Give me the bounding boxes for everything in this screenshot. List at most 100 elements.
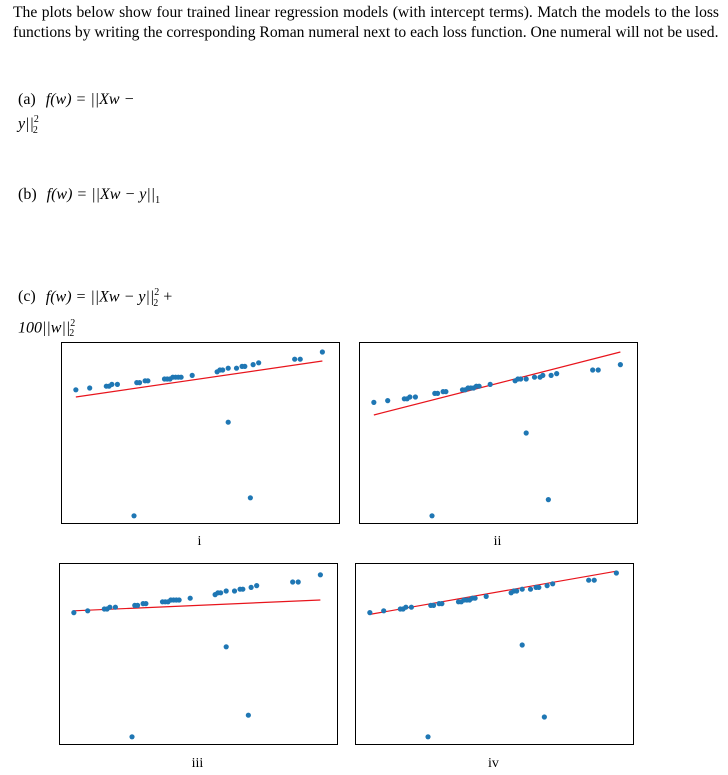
question-label: (b) — [18, 186, 37, 203]
loss-formula: f(w) = ||Xw − y|| — [46, 186, 156, 203]
data-point — [536, 584, 542, 590]
data-point — [317, 572, 323, 578]
data-point — [178, 374, 184, 380]
data-point — [220, 367, 226, 373]
data-point — [233, 365, 240, 371]
plot-ii — [359, 342, 638, 524]
data-point — [248, 584, 254, 590]
regression-line — [373, 351, 621, 416]
data-point — [295, 579, 301, 585]
data-point — [540, 372, 546, 378]
plot-iv-svg — [367, 570, 619, 740]
data-point — [225, 419, 231, 425]
data-point — [176, 597, 182, 603]
data-point — [476, 383, 482, 389]
data-point — [131, 513, 137, 519]
data-point — [439, 601, 445, 607]
data-point — [87, 385, 93, 391]
data-point — [297, 356, 303, 362]
data-point — [85, 608, 91, 614]
data-point — [523, 376, 529, 382]
data-point — [548, 372, 554, 378]
question-c: (c) f(w) = ||Xw − y||22 + 100||w||22 — [18, 287, 174, 340]
data-point — [434, 390, 441, 396]
question-a: (a) f(w) = ||Xw − y||22 — [18, 91, 135, 136]
data-point — [425, 734, 431, 740]
question-label: (a) — [18, 91, 36, 108]
plot-i-label: i — [197, 534, 202, 549]
regularizer-term: + 100||w|| — [18, 288, 174, 336]
data-point — [145, 378, 151, 384]
data-point — [514, 588, 520, 594]
plot-ii-label: ii — [493, 534, 502, 549]
data-point — [527, 586, 534, 592]
loss-formula: f(w) = ||Xw − y|| — [18, 91, 135, 133]
regression-line — [75, 360, 323, 398]
data-point — [189, 372, 195, 378]
plot-ii-svg — [371, 351, 623, 519]
plot-i — [61, 342, 340, 524]
data-point — [187, 595, 193, 601]
data-point — [134, 602, 141, 608]
data-point — [290, 579, 296, 585]
data-point — [223, 588, 229, 594]
data-point — [412, 394, 418, 400]
data-point — [403, 604, 409, 610]
data-point — [430, 602, 437, 608]
plot-iii-label: iii — [191, 756, 204, 771]
problem-statement: The plots below show four trained linear… — [13, 4, 719, 41]
data-point — [367, 610, 373, 616]
data-point — [143, 601, 149, 607]
data-point — [114, 381, 120, 387]
plot-iv — [355, 563, 634, 745]
data-point — [129, 734, 135, 740]
data-point — [519, 586, 525, 592]
data-point — [531, 374, 538, 380]
data-point — [544, 583, 550, 589]
data-point — [107, 604, 113, 610]
data-point — [443, 389, 449, 395]
data-point — [381, 608, 387, 614]
data-point — [429, 513, 435, 519]
data-point — [483, 593, 489, 599]
data-point — [240, 586, 246, 592]
data-point — [136, 380, 143, 386]
data-point — [408, 604, 414, 610]
data-point — [225, 365, 231, 371]
data-point — [554, 371, 560, 377]
data-point — [407, 394, 413, 400]
data-point — [109, 381, 115, 387]
loss-formula: f(w) = ||Xw − y|| — [45, 288, 155, 306]
data-point — [254, 583, 260, 589]
data-point — [518, 376, 524, 382]
data-point — [231, 588, 238, 594]
data-point — [223, 644, 229, 650]
data-point — [385, 398, 391, 404]
data-point — [519, 642, 525, 648]
data-point — [242, 363, 248, 369]
data-point — [218, 590, 224, 596]
data-point — [541, 714, 547, 720]
data-point — [71, 610, 77, 616]
data-point — [591, 577, 597, 583]
plot-i-svg — [73, 349, 325, 519]
data-point — [250, 362, 256, 368]
data-point — [595, 367, 601, 373]
data-point — [550, 581, 556, 587]
plot-iii-svg — [71, 572, 323, 740]
data-point — [523, 430, 529, 436]
data-point — [487, 381, 493, 387]
data-point — [545, 497, 551, 503]
data-point — [292, 356, 298, 362]
question-label: (c) — [18, 288, 36, 306]
data-point — [472, 595, 478, 601]
plot-iii — [59, 563, 338, 745]
data-point — [112, 604, 118, 610]
data-point — [256, 360, 262, 366]
data-point — [245, 712, 251, 718]
data-point — [73, 387, 79, 393]
data-point — [319, 349, 325, 355]
data-point — [590, 367, 596, 373]
data-point — [586, 577, 592, 583]
plot-iv-label: iv — [488, 756, 499, 771]
